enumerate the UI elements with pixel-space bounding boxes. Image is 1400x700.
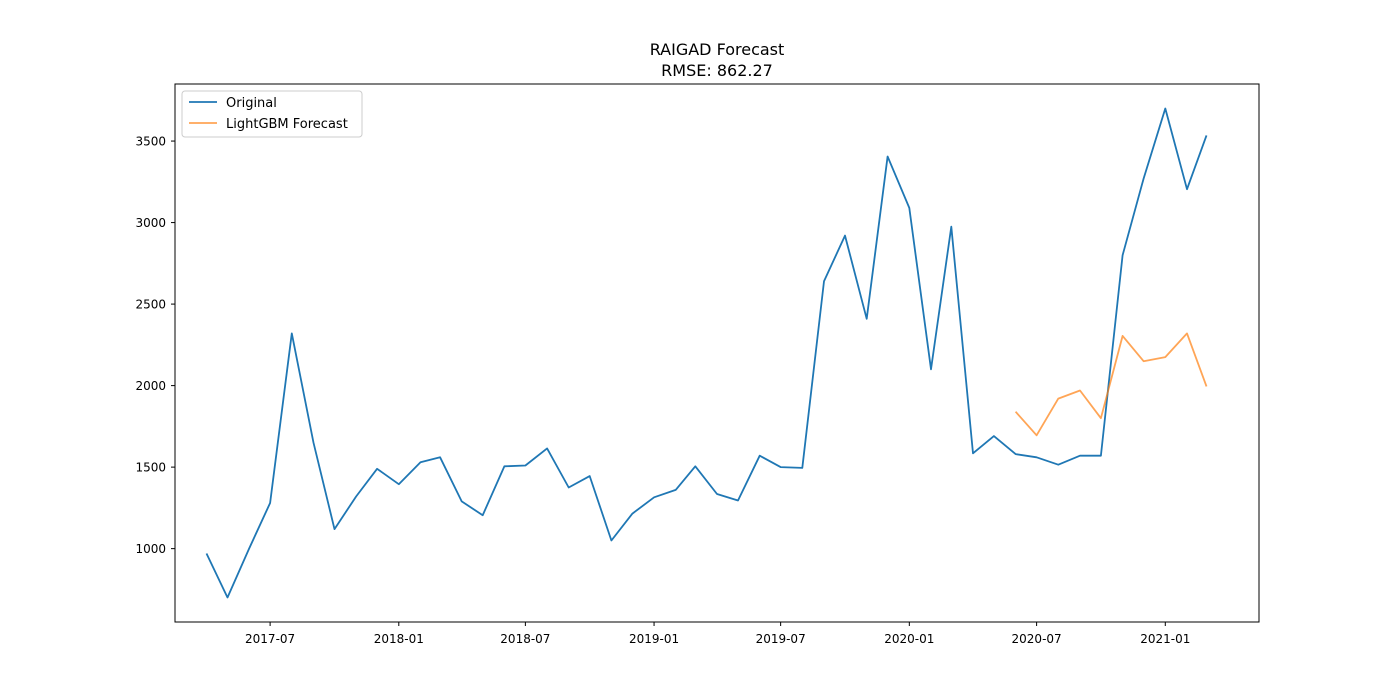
x-tick-label: 2021-01 <box>1140 632 1190 646</box>
x-tick-label: 2020-01 <box>884 632 934 646</box>
plot-frame <box>174 83 1260 623</box>
y-tick-label: 3500 <box>135 135 166 149</box>
y-tick-label: 1000 <box>135 542 166 556</box>
x-axis: 2017-07 2018-01 2018-07 2019-01 2019-07 2020-… <box>245 622 1190 646</box>
x-tick-label: 2019-07 <box>756 632 806 646</box>
legend: Original LightGBM Forecast <box>181 90 363 138</box>
chart-title: RAIGAD Forecast <box>650 40 785 59</box>
y-tick-label: 1500 <box>135 461 166 475</box>
y-axis: 1000 1500 2000 2500 3000 3500 <box>135 135 175 556</box>
x-tick-label: 2020-07 <box>1012 632 1062 646</box>
series-layer <box>205 107 1208 599</box>
legend-box <box>181 90 363 138</box>
x-tick-label: 2017-07 <box>245 632 295 646</box>
y-tick-label: 3000 <box>135 216 166 230</box>
legend-label-original: Original <box>226 96 277 111</box>
series-line-lightgbm-forecast <box>1014 332 1208 437</box>
legend-label-forecast: LightGBM Forecast <box>226 117 348 132</box>
y-tick-label: 2500 <box>135 298 166 312</box>
x-tick-label: 2018-01 <box>374 632 424 646</box>
x-tick-label: 2018-07 <box>500 632 550 646</box>
chart-subtitle: RMSE: 862.27 <box>661 61 773 80</box>
series-line-original <box>205 107 1208 599</box>
y-tick-label: 2000 <box>135 379 166 393</box>
x-tick-label: 2019-01 <box>629 632 679 646</box>
